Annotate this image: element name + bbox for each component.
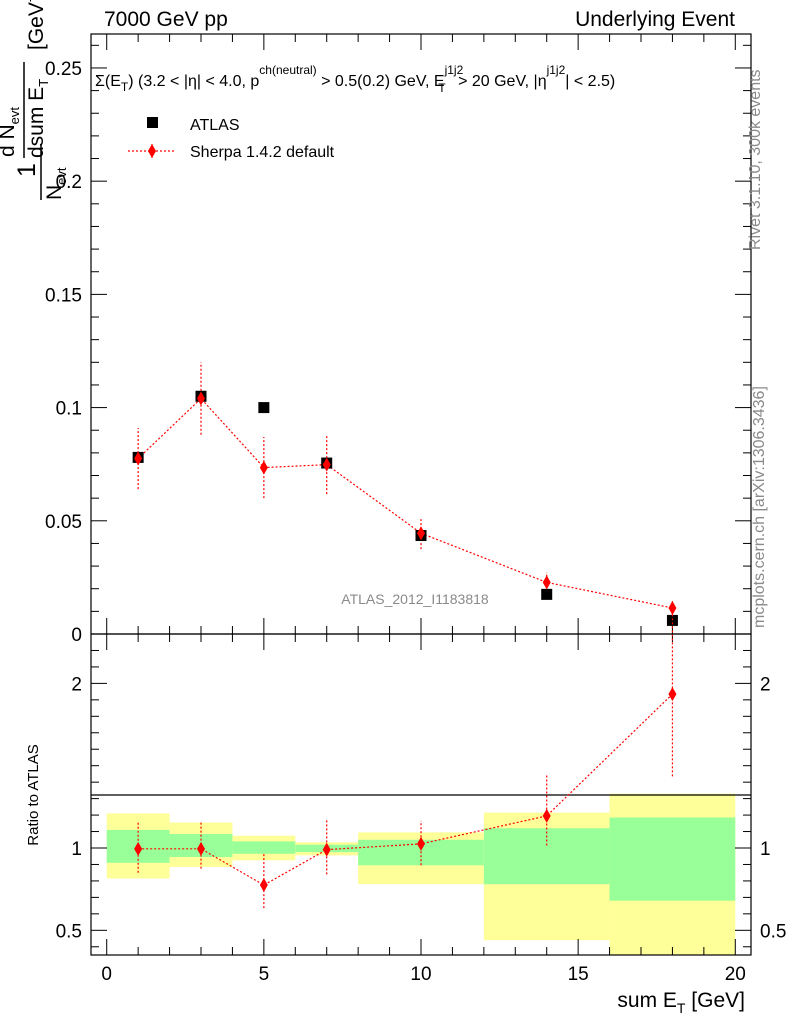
- ratio-mc-point: [197, 841, 205, 856]
- distribution-title: Σ(ET) (3.2 < |η| < 4.0, pch(neutral) > 0…: [95, 63, 615, 95]
- ratio-y-tick-label-right: 0.5: [760, 921, 786, 942]
- legend: ATLAS Sherpa 1.4.2 default: [128, 117, 335, 161]
- legend-data-label: ATLAS: [190, 117, 240, 134]
- ratio-mc-point: [134, 841, 143, 856]
- x-tick-label: 20: [725, 964, 746, 985]
- main-y-tick-label: 0.25: [45, 59, 82, 80]
- ratio-y-tick-label-right: 1: [760, 839, 771, 860]
- x-axis-label: sum ET [GeV]: [617, 989, 745, 1016]
- beam-energy-label: 7000 GeV pp: [104, 8, 228, 31]
- ratio-inner-band: [232, 841, 296, 854]
- x-tick-label: 15: [568, 964, 589, 985]
- main-axis-ticks: 0 0.05 0.1 0.15 0.2 0.25: [45, 34, 751, 646]
- main-y-axis-label: 1 Nevt d Nevt dsum ET [GeV-1]: [0, 0, 69, 200]
- ratio-y-tick-label-right: 2: [760, 674, 771, 695]
- y-label-numerator: d Nevt: [0, 107, 22, 157]
- ratio-mc-point: [668, 687, 677, 702]
- y-label-denominator-left: Nevt: [43, 167, 69, 200]
- y-label-unit: [GeV-1]: [22, 0, 48, 50]
- ratio-y-axis-label: Ratio to ATLAS: [25, 744, 42, 845]
- atlas-data-point: [666, 614, 678, 626]
- legend-mc-marker: [148, 144, 156, 158]
- main-y-tick-label: 0.2: [56, 172, 82, 193]
- mc-point: [197, 391, 205, 406]
- mc-point: [322, 457, 331, 472]
- ratio-mc-point: [322, 842, 331, 857]
- mc-point: [417, 526, 425, 541]
- main-data-layer: [132, 362, 678, 626]
- ratio-axis-ticks: 0.5 0.51 12 20 5 10 15 20: [56, 634, 786, 985]
- ratio-mc-point: [417, 836, 425, 851]
- main-y-tick-label: 0.15: [45, 285, 82, 306]
- legend-mc-label: Sherpa 1.4.2 default: [190, 144, 335, 161]
- process-label: Underlying Event: [575, 8, 735, 31]
- ratio-mc-point: [259, 878, 268, 893]
- main-y-tick-label: 0.1: [56, 399, 82, 420]
- analysis-id-label: ATLAS_2012_I1183818: [341, 591, 489, 607]
- ratio-data-layer: [134, 603, 677, 909]
- ratio-y-tick-label-left: 2: [71, 674, 82, 695]
- ratio-inner-band: [609, 817, 736, 901]
- main-panel: 0 0.05 0.1 0.15 0.2 0.25 Σ(ET) (3.2 < |η| < 4…: [0, 0, 752, 646]
- main-y-tick-label: 0.05: [45, 512, 82, 533]
- rivet-version-note: Rivet 3.1.10, 300k events: [747, 69, 764, 250]
- legend-data-marker: [147, 117, 158, 128]
- mc-point: [542, 575, 551, 590]
- ratio-uncertainty-bands: [106, 793, 736, 955]
- ratio-mc-point: [542, 808, 551, 823]
- y-label-denominator-right: dsum ET: [25, 79, 51, 158]
- ratio-inner-band: [483, 828, 610, 885]
- mc-point: [134, 451, 143, 466]
- ratio-plot-frame: [90, 633, 752, 956]
- x-tick-label: 5: [259, 964, 270, 985]
- x-tick-label: 10: [410, 964, 431, 985]
- y-label-one: 1: [13, 163, 41, 177]
- main-y-tick-label: 0: [71, 625, 82, 646]
- x-tick-label: 0: [101, 964, 112, 985]
- ratio-panel: 0.5 0.51 12 20 5 10 15 20 Ratio to ATLAS sum ET…: [25, 603, 786, 1016]
- mc-curve-line: [137, 397, 673, 609]
- atlas-data-point: [541, 588, 553, 600]
- ratio-y-tick-label-left: 1: [71, 839, 82, 860]
- mc-point: [259, 460, 268, 475]
- ratio-y-tick-label-left: 0.5: [56, 921, 82, 942]
- mcplots-source-note: mcplots.cern.ch [arXiv:1306.3436]: [751, 386, 768, 628]
- atlas-data-point: [258, 402, 270, 414]
